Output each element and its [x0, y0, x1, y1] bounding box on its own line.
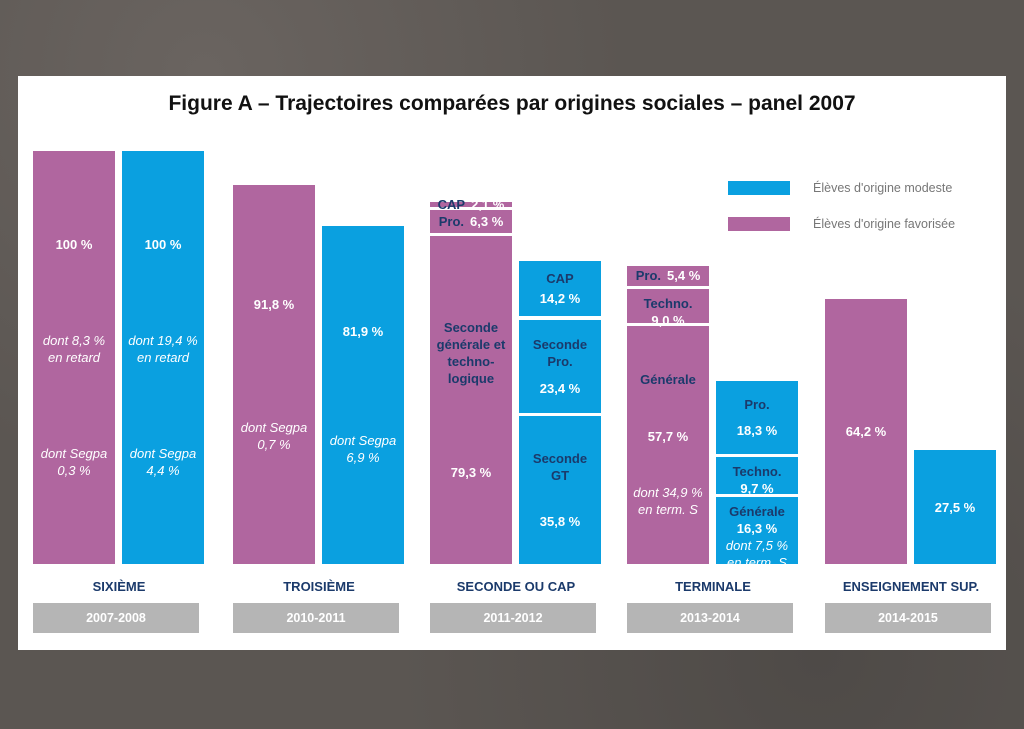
bar-text-note: dont Segpa 0,7 %	[240, 419, 308, 452]
bar-text-val: 16,3 %	[736, 520, 778, 536]
bar-text-note: dont 34,9 % en term. S	[633, 485, 703, 518]
bar-modeste-2-0: Seconde GT 35,8 %	[519, 416, 601, 564]
bar-text-note: dont Segpa 6,9 %	[329, 433, 397, 466]
bar-modeste-3-2: Pro. 18,3 %	[716, 381, 798, 454]
legend-label-modeste: Élèves d'origine modeste	[813, 181, 953, 195]
bar-text-val: 5,4 %	[667, 268, 701, 284]
legend-item-modeste: Élèves d'origine modeste	[728, 181, 952, 195]
year-label: 2011-2012	[430, 603, 596, 633]
chart-panel: Figure A – Trajectoires comparées par or…	[18, 76, 1006, 650]
legend-item-favorisee: Élèves d'origine favorisée	[728, 217, 955, 231]
bar-modeste-1-0: 81,9 % dont Segpa 6,9 %	[322, 225, 404, 564]
bar-text-val: 79,3 %	[450, 465, 492, 481]
bar-text-lbl: Seconde Pro.	[532, 336, 588, 369]
bar-text-lbl: Générale	[640, 372, 696, 388]
bar-text-val: 27,5 %	[934, 499, 976, 515]
bar-text-lbl: Techno.	[732, 463, 782, 479]
category-label: ENSEIGNEMENT SUP.	[842, 579, 980, 594]
bar-text-note: dont Segpa 4,4 %	[129, 446, 197, 478]
legend-label-favorisee: Élèves d'origine favorisée	[813, 217, 956, 231]
chart-title: Figure A – Trajectoires comparées par or…	[168, 92, 856, 115]
legend-swatch-modeste	[728, 181, 790, 195]
bar-text-val: 18,3 %	[736, 422, 778, 438]
bar-text-lbl: Techno.	[643, 295, 693, 311]
year-label: 2010-2011	[233, 603, 399, 633]
bar-text-val: 57,7 %	[647, 428, 689, 444]
bar-favorisee-2-2: CAP 2,1 %	[430, 197, 512, 212]
bar-favorisee-1-0: 91,8 % dont Segpa 0,7 %	[233, 184, 315, 564]
legend-swatch-favorisee	[728, 217, 790, 231]
category-label: TROISIÈME	[283, 579, 355, 594]
bar-modeste-3-0: Générale 16,3 % dont 7,5 % en term. S	[716, 496, 798, 570]
bar-text-val: 81,9 %	[342, 324, 384, 340]
bar-text-val: 23,4 %	[539, 380, 581, 396]
bar-text-val: 64,2 %	[845, 423, 887, 439]
bar-text-note: dont 19,4 % en retard	[128, 333, 198, 365]
bar-favorisee-0-0: 100 % dont 8,3 % en retard dont Segpa 0,3 …	[33, 151, 115, 564]
year-label: 2013-2014	[627, 603, 793, 633]
bar-text-val: 100 %	[55, 237, 93, 252]
bar-text-lbl: Générale	[729, 503, 785, 519]
bar-modeste-2-2: CAP 14,2 %	[519, 260, 601, 317]
bar-text-lbl: Pro.	[438, 214, 465, 230]
bar-text-val: 9,7 %	[740, 480, 774, 496]
bar-text-val: 91,8 %	[253, 297, 295, 313]
bar-text-note: dont Segpa 0,3 %	[40, 446, 108, 478]
bar-text-note: dont 8,3 % en retard	[42, 333, 106, 365]
category-label: SECONDE OU CAP	[456, 579, 576, 594]
bar-favorisee-3-2: Pro. 5,4 %	[627, 266, 709, 286]
category-label: TERMINALE	[675, 579, 751, 594]
bar-text-lbl: CAP	[546, 271, 574, 287]
bar-favorisee-3-0: Générale 57,7 % dont 34,9 % en term. S	[627, 325, 709, 564]
bar-text-val: 9,0 %	[651, 312, 685, 328]
bar-favorisee-3-1: Techno. 9,0 %	[627, 288, 709, 328]
bar-favorisee-2-0: Seconde générale et techno-logique 79,3 %	[430, 236, 512, 564]
bar-modeste-2-1: Seconde Pro. 23,4 %	[519, 319, 601, 414]
bar-text-val: 6,3 %	[470, 214, 504, 230]
category-label: SIXIÈME	[92, 579, 146, 594]
year-label: 2014-2015	[825, 603, 991, 633]
bar-text-val: 35,8 %	[539, 513, 581, 529]
bar-modeste-4-0: 27,5 %	[914, 450, 996, 564]
bar-text-val: 100 %	[144, 237, 182, 252]
bar-text-lbl: Seconde GT	[532, 451, 588, 484]
bar-text-note: dont 7,5 % en term. S	[725, 537, 789, 570]
bar-text-lbl: CAP	[437, 197, 466, 213]
bar-text-lbl: Seconde générale et techno-logique	[436, 320, 506, 387]
bar-text-lbl: Pro.	[635, 268, 662, 284]
bar-favorisee-2-1: Pro. 6,3 %	[430, 210, 512, 234]
bar-favorisee-4-0: 64,2 %	[825, 298, 907, 564]
year-label: 2007-2008	[33, 603, 199, 633]
bar-modeste-3-1: Techno. 9,7 %	[716, 456, 798, 496]
bar-text-val: 2,1 %	[471, 197, 505, 213]
bar-modeste-0-0: 100 % dont 19,4 % en retard dont Segpa 4,4…	[122, 151, 204, 564]
bar-text-lbl: Pro.	[744, 396, 770, 412]
bar-text-val: 14,2 %	[539, 291, 581, 307]
